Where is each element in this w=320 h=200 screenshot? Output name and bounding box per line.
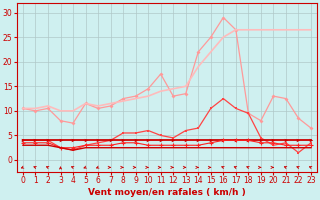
X-axis label: Vent moyen/en rafales ( km/h ): Vent moyen/en rafales ( km/h ) (88, 188, 246, 197)
